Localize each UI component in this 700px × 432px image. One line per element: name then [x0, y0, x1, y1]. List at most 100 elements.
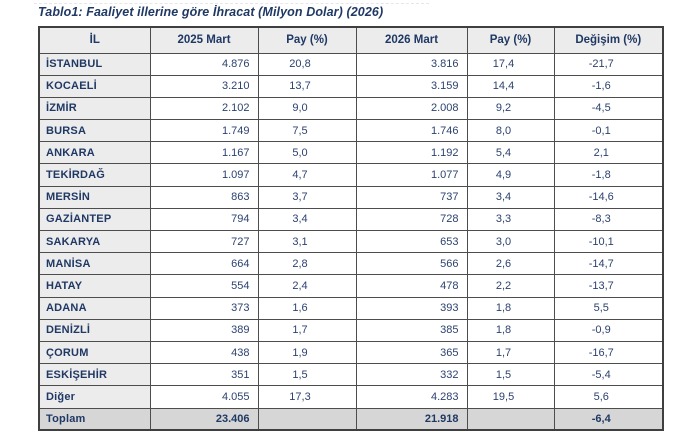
header-row: İL 2025 Mart Pay (%) 2026 Mart Pay (%) D…	[38, 26, 664, 54]
cell-il: SAKARYA	[38, 229, 151, 254]
cell-degisim: -14,6	[553, 185, 664, 209]
cell-pay-2025: 1,7	[257, 318, 357, 342]
cell-pay-2025: 3,4	[257, 207, 357, 232]
table-row: MANİSA 664 2,8 566 2,6 -14,7	[38, 252, 664, 276]
col-header-2026-mart: 2026 Mart	[355, 26, 468, 54]
cell-degisim: -1,8	[553, 163, 664, 187]
cell-2026-mart: 478	[355, 274, 468, 298]
cell-pay-2026: 1,8	[466, 296, 555, 320]
cell-2025-mart: 4.055	[149, 385, 259, 409]
cell-2026-mart: 332	[355, 363, 468, 387]
cell-2025-mart: 2.102	[149, 96, 259, 121]
cell-2026-mart: 21.918	[355, 407, 468, 431]
cell-degisim: 5,6	[553, 385, 664, 409]
cell-il: İZMİR	[38, 96, 151, 121]
table-row: ÇORUM 438 1,9 365 1,7 -16,7	[38, 340, 664, 365]
table-row: İSTANBUL 4.876 20,8 3.816 17,4 -21,7	[38, 52, 664, 76]
cell-degisim: 5,5	[553, 296, 664, 320]
col-header-pay-2026: Pay (%)	[466, 26, 555, 54]
cell-2025-mart: 23.406	[149, 407, 259, 431]
cell-pay-2025: 20,8	[257, 52, 357, 76]
cell-il: MANİSA	[38, 252, 151, 276]
export-table: İL 2025 Mart Pay (%) 2026 Mart Pay (%) D…	[38, 26, 664, 432]
cell-pay-2026: 14,4	[466, 74, 555, 98]
cell-pay-2026: 1,7	[466, 340, 555, 365]
cell-il: Toplam	[38, 407, 151, 431]
table-row: SAKARYA 727 3,1 653 3,0 -10,1	[38, 229, 664, 254]
cell-il: ESKİŞEHİR	[38, 363, 151, 387]
cell-degisim: -8,3	[553, 207, 664, 232]
col-header-degisim: Değişim (%)	[553, 26, 664, 54]
table-row: Diğer 4.055 17,3 4.283 19,5 5,6	[38, 385, 664, 409]
cell-degisim: -4,5	[553, 96, 664, 121]
cell-pay-2026: 4,9	[466, 163, 555, 187]
cell-2025-mart: 3.210	[149, 74, 259, 98]
cell-pay-2026: 8,0	[466, 119, 555, 143]
cell-pay-2026: 5,4	[466, 141, 555, 165]
cell-2025-mart: 664	[149, 252, 259, 276]
cell-degisim: -13,7	[553, 274, 664, 298]
page-title: Tablo1: Faaliyet illerine göre İhracat (…	[38, 5, 384, 19]
table-row: ADANA 373 1,6 393 1,8 5,5	[38, 296, 664, 320]
cell-2025-mart: 727	[149, 229, 259, 254]
cell-pay-2026: 3,0	[466, 229, 555, 254]
cell-2025-mart: 4.876	[149, 52, 259, 76]
cell-pay-2026: 3,3	[466, 207, 555, 232]
cell-pay-2026: 19,5	[466, 385, 555, 409]
cell-2025-mart: 351	[149, 363, 259, 387]
cell-2026-mart: 737	[355, 185, 468, 209]
cell-2026-mart: 385	[355, 318, 468, 342]
cell-il: MERSİN	[38, 185, 151, 209]
cell-degisim: -10,1	[553, 229, 664, 254]
cell-2026-mart: 728	[355, 207, 468, 232]
cell-il: ÇORUM	[38, 340, 151, 365]
top-divider	[34, 3, 429, 4]
cell-pay-2026: 1,5	[466, 363, 555, 387]
cell-il: HATAY	[38, 274, 151, 298]
table-row: DENİZLİ 389 1,7 385 1,8 -0,9	[38, 318, 664, 342]
cell-2025-mart: 1.749	[149, 119, 259, 143]
cell-degisim: -0,9	[553, 318, 664, 342]
table-row: TEKİRDAĞ 1.097 4,7 1.077 4,9 -1,8	[38, 163, 664, 187]
col-header-2025-mart: 2025 Mart	[149, 26, 259, 54]
cell-2026-mart: 653	[355, 229, 468, 254]
cell-2026-mart: 393	[355, 296, 468, 320]
col-header-pay-2025: Pay (%)	[257, 26, 357, 54]
cell-2026-mart: 365	[355, 340, 468, 365]
cell-degisim: 2,1	[553, 141, 664, 165]
cell-pay-2026: 9,2	[466, 96, 555, 121]
table-row: HATAY 554 2,4 478 2,2 -13,7	[38, 274, 664, 298]
cell-il: DENİZLİ	[38, 318, 151, 342]
cell-il: İSTANBUL	[38, 52, 151, 76]
cell-2025-mart: 863	[149, 185, 259, 209]
col-header-il: İL	[38, 26, 151, 54]
cell-2026-mart: 4.283	[355, 385, 468, 409]
cell-2025-mart: 794	[149, 207, 259, 232]
cell-2026-mart: 3.816	[355, 52, 468, 76]
cell-2026-mart: 3.159	[355, 74, 468, 98]
cell-2026-mart: 1.192	[355, 141, 468, 165]
cell-degisim: -14,7	[553, 252, 664, 276]
cell-2026-mart: 1.077	[355, 163, 468, 187]
cell-pay-2026: 3,4	[466, 185, 555, 209]
cell-pay-2026: 2,2	[466, 274, 555, 298]
cell-pay-2025: 9,0	[257, 96, 357, 121]
cell-2026-mart: 566	[355, 252, 468, 276]
cell-pay-2026: 2,6	[466, 252, 555, 276]
table-body: İSTANBUL 4.876 20,8 3.816 17,4 -21,7 KOCAELİ 3.…	[38, 52, 664, 431]
cell-2025-mart: 373	[149, 296, 259, 320]
cell-pay-2026	[466, 407, 555, 431]
cell-2025-mart: 1.167	[149, 141, 259, 165]
total-row: Toplam 23.406 21.918 -6,4	[38, 407, 664, 431]
cell-2025-mart: 1.097	[149, 163, 259, 187]
cell-degisim: -6,4	[553, 407, 664, 431]
cell-il: BURSA	[38, 119, 151, 143]
cell-2026-mart: 1.746	[355, 119, 468, 143]
cell-pay-2025: 3,7	[257, 185, 357, 209]
cell-2025-mart: 554	[149, 274, 259, 298]
cell-pay-2025: 13,7	[257, 74, 357, 98]
cell-il: GAZİANTEP	[38, 207, 151, 232]
table-header: İL 2025 Mart Pay (%) 2026 Mart Pay (%) D…	[38, 26, 664, 54]
cell-pay-2026: 1,8	[466, 318, 555, 342]
cell-il: KOCAELİ	[38, 74, 151, 98]
